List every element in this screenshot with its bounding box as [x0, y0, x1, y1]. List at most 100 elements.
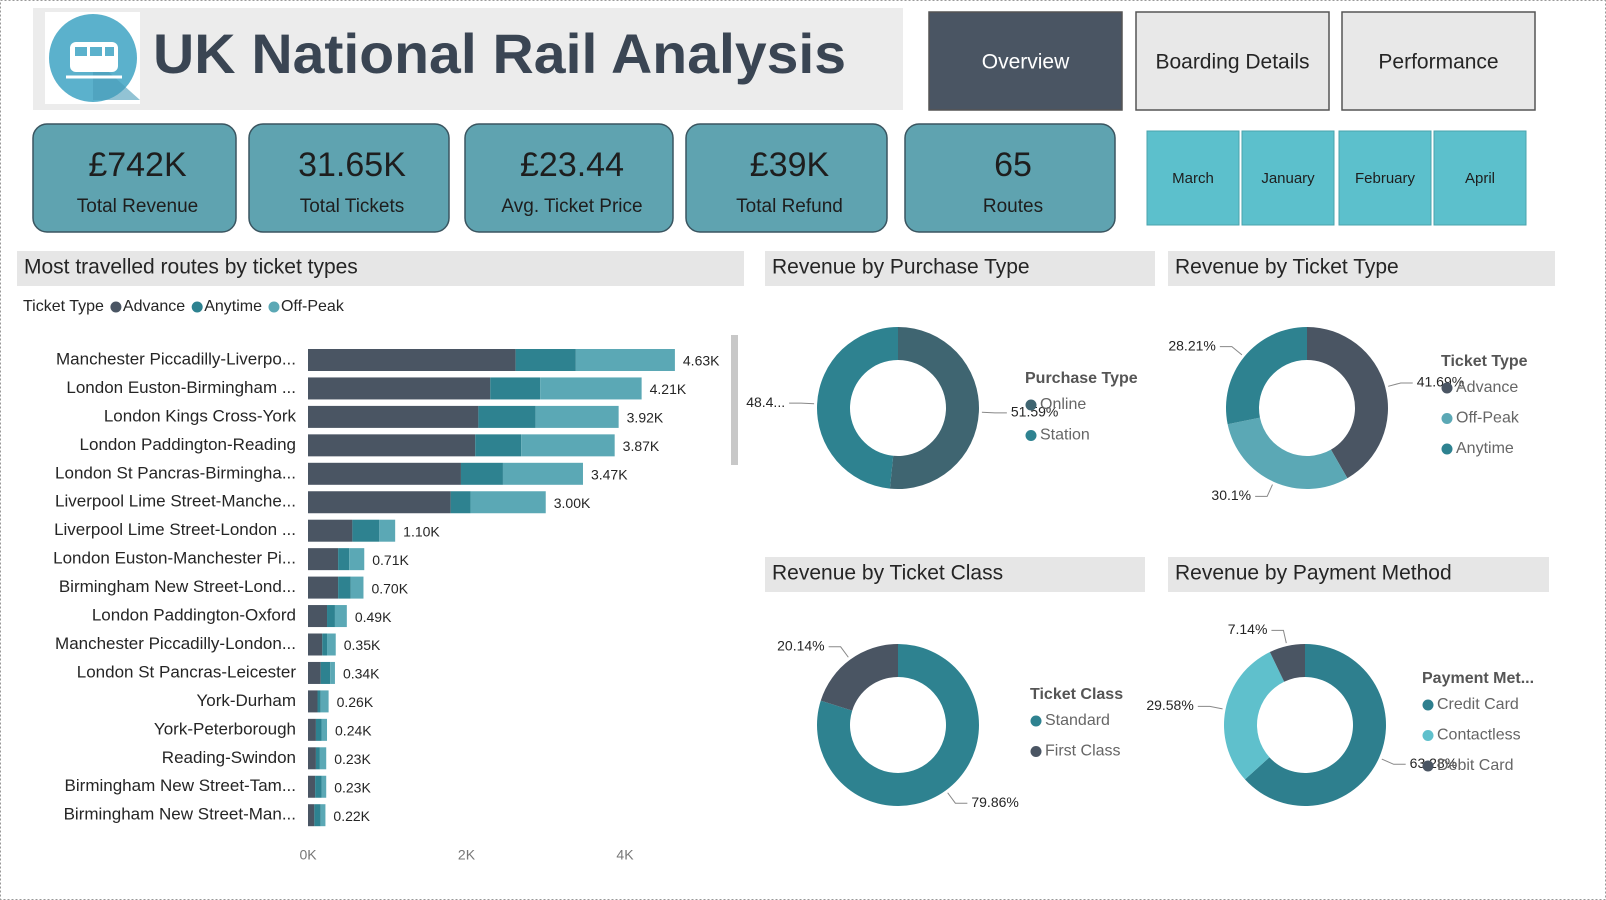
bar-segment	[535, 405, 619, 428]
nav-button-label[interactable]: Overview	[982, 51, 1070, 74]
scrollbar[interactable]	[731, 335, 738, 465]
bar-segment	[308, 605, 328, 628]
legend-label: Off-Peak	[281, 298, 345, 315]
leader-line	[1381, 758, 1406, 765]
bar-segment	[308, 775, 316, 798]
bar-segment	[308, 661, 321, 684]
donut-slice	[1307, 327, 1389, 479]
bar-segment	[575, 349, 675, 371]
month-label[interactable]: April	[1465, 170, 1495, 187]
legend-label: Debit Card	[1437, 757, 1513, 774]
nav-button-label[interactable]: Boarding Details	[1155, 51, 1309, 74]
bar-segment	[320, 804, 326, 827]
bar-segment	[308, 747, 316, 770]
slice-label: 29.58%	[1146, 697, 1193, 713]
nav-button-label[interactable]: Performance	[1378, 51, 1498, 74]
bar-segment	[308, 434, 476, 457]
kpi-label: Total Tickets	[300, 196, 405, 217]
slice-label: 48.4...	[746, 394, 785, 410]
dashboard-title: UK National Rail Analysis	[153, 22, 846, 85]
category-label: York-Durham	[196, 691, 296, 710]
slice-label: 28.21%	[1168, 337, 1215, 353]
legend-marker	[268, 301, 280, 313]
total-label: 0.24K	[335, 723, 372, 739]
legend-title: Payment Met...	[1422, 670, 1534, 687]
nav-button[interactable]	[1341, 11, 1536, 111]
kpi-card	[904, 123, 1116, 233]
kpi-value: £39K	[750, 146, 830, 184]
bar-segment	[521, 434, 615, 457]
slice-label: 79.86%	[971, 794, 1018, 810]
category-label: Manchester Piccadilly-London...	[55, 634, 296, 653]
donut-slice	[1227, 417, 1348, 489]
kpi-label: Avg. Ticket Price	[501, 196, 642, 217]
legend-label: Online	[1040, 396, 1086, 413]
legend-marker	[1030, 746, 1042, 757]
bar-segment	[338, 548, 350, 571]
legend-title: Ticket Type	[23, 298, 104, 315]
bar-segment	[308, 548, 339, 571]
kpi-card	[32, 123, 237, 233]
month-label[interactable]: March	[1172, 170, 1214, 187]
nav-button[interactable]	[928, 11, 1123, 111]
bar-segment	[308, 377, 491, 400]
legend-label: Advance	[123, 298, 185, 315]
legend-label: Credit Card	[1437, 696, 1519, 713]
kpi-label: Total Revenue	[77, 196, 198, 217]
month-button[interactable]	[1146, 130, 1240, 226]
bar-segment	[314, 804, 321, 827]
bar-segment	[338, 576, 351, 599]
total-label: 0.26K	[337, 694, 374, 710]
legend-label: Anytime	[1456, 440, 1514, 457]
bar-segment	[317, 690, 321, 713]
leader-line	[947, 792, 968, 804]
legend-marker	[110, 301, 122, 313]
legend-label: Advance	[1456, 379, 1518, 396]
legend-label: First Class	[1045, 743, 1121, 760]
bar-segment	[327, 605, 335, 628]
month-button[interactable]	[1338, 130, 1432, 226]
bar-segment	[540, 377, 642, 400]
bar-segment	[352, 519, 380, 542]
kpi-card	[464, 123, 674, 233]
category-label: Birmingham New Street-Lond...	[59, 577, 296, 596]
nav-button[interactable]	[1135, 11, 1330, 111]
bar-segment	[490, 377, 541, 400]
donut-slice	[1224, 652, 1285, 780]
legend-marker	[1441, 413, 1453, 424]
category-label: Liverpool Lime Street-London ...	[54, 520, 296, 539]
month-label[interactable]: January	[1261, 170, 1315, 187]
category-label: Birmingham New Street-Man...	[64, 805, 296, 824]
bar-segment	[308, 804, 315, 827]
total-label: 3.00K	[554, 495, 591, 511]
bar-segment	[379, 519, 396, 542]
legend-marker	[1030, 715, 1042, 727]
kpi-card	[248, 123, 450, 233]
legend-marker	[1441, 443, 1453, 455]
bar-segment	[308, 349, 516, 371]
leader-line	[1271, 629, 1287, 644]
kpi-value: 65	[994, 146, 1032, 184]
bar-segment	[475, 434, 522, 457]
chart-title: Revenue by Purchase Type	[772, 256, 1030, 279]
logo-icon	[49, 14, 140, 102]
category-label: London St Pancras-Birmingha...	[55, 463, 296, 482]
bar-segment	[515, 349, 576, 371]
legend-marker	[1422, 760, 1434, 772]
category-label: Liverpool Lime Street-Manche...	[55, 492, 296, 511]
bar-segment	[315, 747, 320, 770]
month-button[interactable]	[1433, 130, 1527, 226]
month-button[interactable]	[1241, 130, 1335, 226]
donut-slice	[816, 327, 898, 489]
total-label: 4.21K	[650, 381, 687, 397]
bar-segment	[308, 718, 316, 741]
total-label: 0.35K	[344, 637, 381, 653]
legend-label: Station	[1040, 427, 1090, 444]
bar-segment	[308, 576, 339, 599]
category-label: York-Peterborough	[154, 719, 296, 738]
bar-segment	[470, 491, 546, 514]
legend-marker	[1025, 399, 1037, 411]
total-label: 3.87K	[623, 438, 660, 454]
month-label[interactable]: February	[1355, 170, 1416, 187]
legend-label: Off-Peak	[1456, 410, 1520, 427]
